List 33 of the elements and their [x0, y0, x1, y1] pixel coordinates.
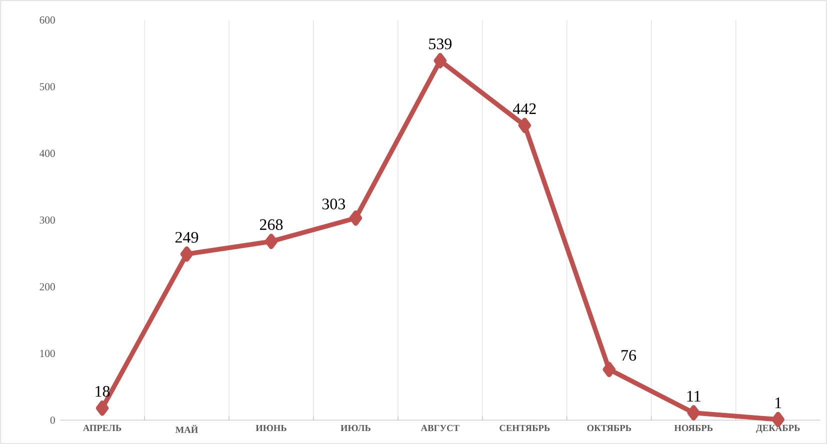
- data-label: 303: [322, 198, 346, 210]
- x-tick-label: МАЙ: [176, 424, 198, 433]
- point: [602, 362, 616, 378]
- y-tick-label: 0: [50, 416, 55, 424]
- point: [349, 210, 362, 226]
- point: [96, 400, 109, 416]
- data-label: 18: [96, 386, 110, 397]
- y-tick-label: 600: [40, 16, 55, 24]
- data-label: 76: [622, 350, 636, 361]
- data-label: 539: [429, 38, 452, 50]
- y-tick-label: 500: [40, 83, 55, 90]
- data-label: 1: [775, 397, 782, 408]
- point: [434, 52, 447, 68]
- x-tick-label: ДЕКАБРЬ: [756, 424, 800, 433]
- x-tick-label: АВГУСТ: [420, 424, 460, 432]
- x-tick-label: ИЮЛЬ: [340, 424, 370, 432]
- y-tick-label: 200: [40, 283, 55, 290]
- point: [518, 118, 531, 133]
- x-tick-label: СЕНТЯБРЬ: [500, 424, 550, 432]
- point: [264, 234, 278, 250]
- y-tick-label: 100: [40, 350, 55, 357]
- x-tick-label: ИЮНЬ: [256, 424, 286, 432]
- point: [180, 246, 194, 262]
- data-label: 11: [687, 390, 700, 402]
- y-tick-label: 400: [40, 150, 55, 157]
- point: [687, 405, 700, 420]
- x-tick-label: ОКТЯБРЬ: [587, 424, 632, 432]
- data-label: 442: [512, 103, 536, 114]
- x-tick-label: АПРЕЛЬ: [83, 424, 122, 432]
- data-label: 268: [260, 219, 283, 230]
- y-tick-label: 300: [40, 216, 55, 224]
- data-label: 249: [175, 232, 198, 243]
- x-tick-label: НОЯБРЬ: [674, 424, 713, 432]
